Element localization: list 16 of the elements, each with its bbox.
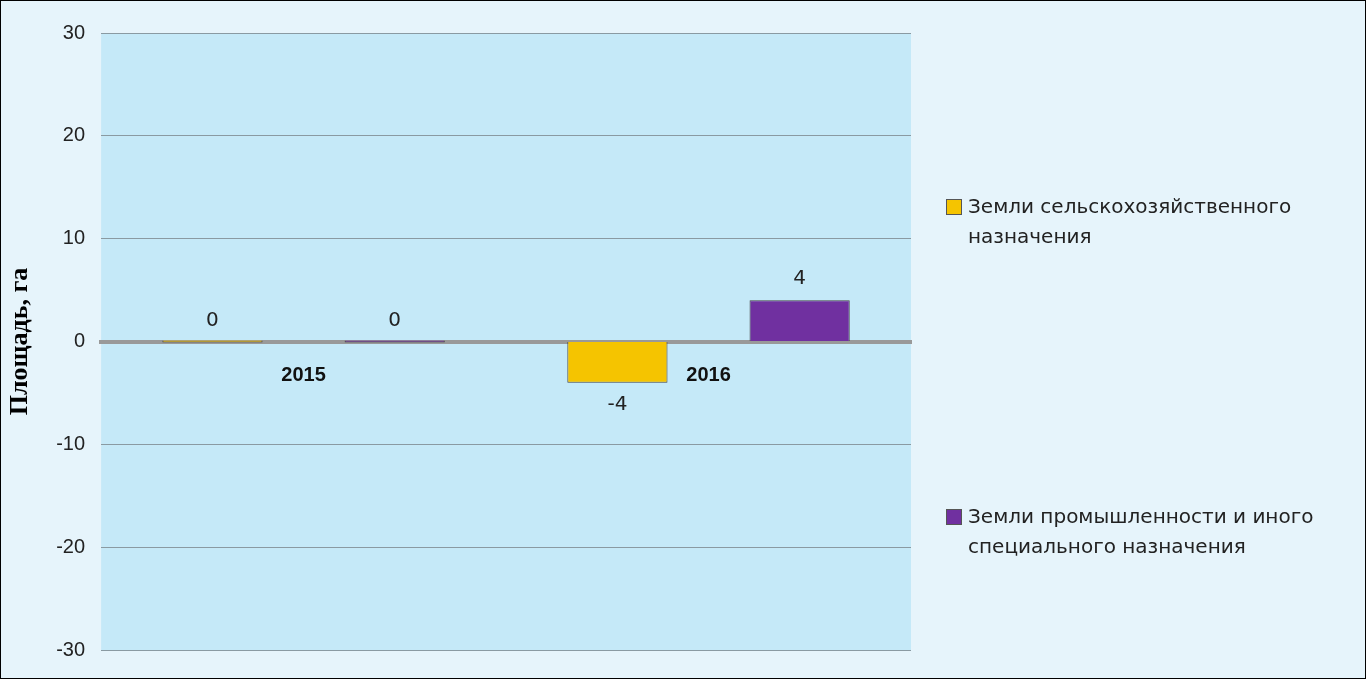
y-tick-label: 10: [62, 226, 86, 249]
x-tick-label: 2015: [281, 363, 326, 386]
legend-label: Земли сельскохозяйственного назначения: [968, 193, 1293, 250]
legend-label: Земли промышленности и иного специального назначения: [968, 503, 1315, 560]
y-tick-label: 0: [73, 329, 86, 352]
data-label: 0: [388, 306, 402, 331]
y-axis-title: Площадь, га: [4, 267, 34, 416]
data-label: 4: [793, 264, 807, 289]
y-tick-label: 20: [62, 123, 86, 146]
data-label: -4: [607, 390, 628, 415]
y-tick-label: 30: [62, 20, 86, 43]
y-tick-label: -20: [56, 534, 86, 557]
y-tick-label: -30: [56, 637, 86, 660]
y-tick-label: -10: [56, 431, 86, 454]
data-label: 0: [206, 306, 219, 331]
x-tick-label: 2016: [686, 363, 731, 386]
